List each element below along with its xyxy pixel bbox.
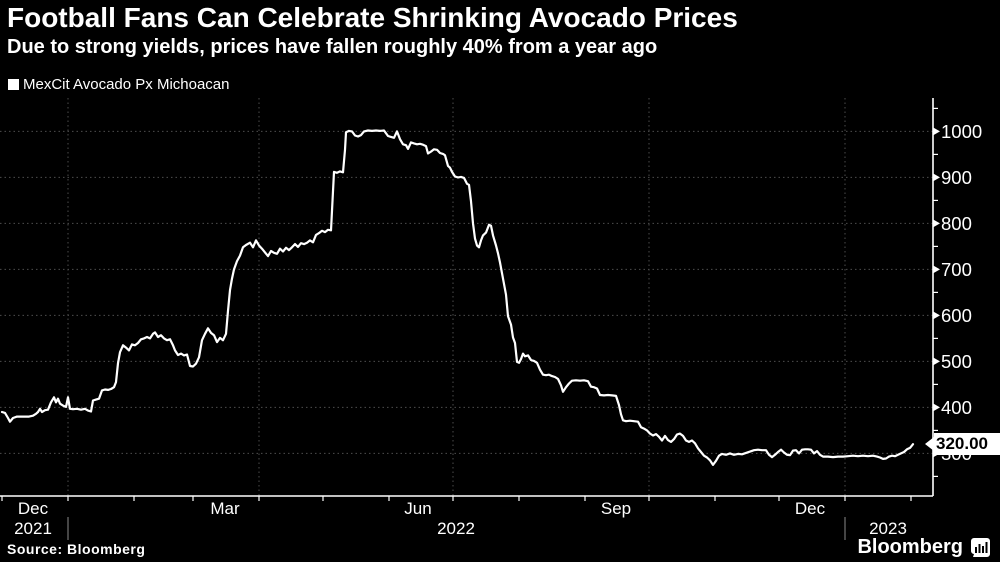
badge-arrow-icon — [925, 437, 934, 451]
x-axis-month-label: Mar — [210, 499, 240, 518]
price-line-series — [0, 129, 915, 466]
y-axis-label: 1000 — [941, 121, 982, 142]
y-axis-label: 700 — [941, 259, 972, 280]
x-axis-year-label: 2022 — [437, 519, 475, 538]
y-axis-major-tick — [933, 403, 940, 412]
bloomberg-logo: Bloomberg — [857, 536, 990, 559]
y-axis-label: 400 — [941, 397, 972, 418]
y-axis-label: 600 — [941, 305, 972, 326]
badge-value: 320.00 — [934, 433, 1000, 455]
x-axis-month-label: Dec — [795, 499, 826, 518]
y-axis-major-tick — [933, 357, 940, 366]
x-axis-year-label: 2023 — [869, 519, 907, 538]
legend-swatch-icon — [8, 79, 19, 90]
source-label: Source: Bloomberg — [7, 541, 146, 557]
x-axis-month-label: Sep — [601, 499, 631, 518]
y-axis-major-tick — [933, 127, 940, 136]
x-axis-month-label: Dec — [18, 499, 49, 518]
x-axis-month-label: Jun — [404, 499, 431, 518]
x-axis-year-label: 2021 — [14, 519, 52, 538]
legend: MexCit Avocado Px Michoacan — [8, 76, 230, 93]
y-axis-major-tick — [933, 311, 940, 320]
bloomberg-logo-text: Bloomberg — [857, 536, 963, 558]
y-axis-label: 800 — [941, 213, 972, 234]
y-axis-major-tick — [933, 265, 940, 274]
y-axis-label: 500 — [941, 351, 972, 372]
legend-label: MexCit Avocado Px Michoacan — [23, 76, 230, 93]
last-price-badge: 320.00 — [925, 433, 1000, 455]
bloomberg-bar-chart-bubble-icon — [971, 538, 990, 557]
y-axis-major-tick — [933, 219, 940, 228]
page-subtitle: Due to strong yields, prices have fallen… — [7, 36, 658, 58]
page-title: Football Fans Can Celebrate Shrinking Av… — [7, 2, 738, 33]
y-axis-major-tick — [933, 173, 940, 182]
y-axis-label: 900 — [941, 167, 972, 188]
